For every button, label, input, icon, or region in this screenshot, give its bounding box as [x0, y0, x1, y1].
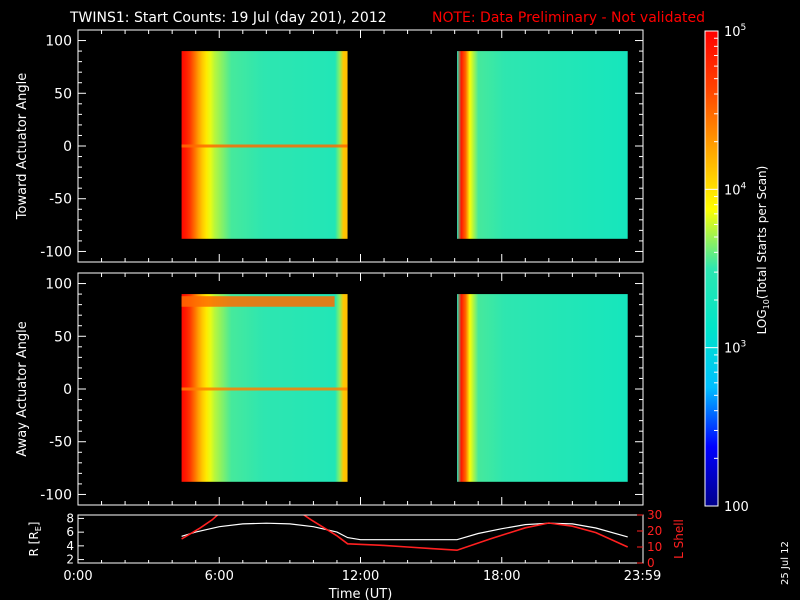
l-shell-line	[181, 515, 629, 552]
y-axis-label: Away Actuator Angle	[15, 321, 30, 456]
y-tick-label: 50	[54, 86, 72, 102]
r-axis-label: R [RE]	[27, 522, 43, 557]
side-date-label: 25 Jul 12	[780, 541, 791, 585]
y-tick-label: -100	[40, 487, 72, 503]
toward-actuator-panel: -100 -50 0 50 100 Toward Actuator Angle	[15, 29, 644, 263]
y-tick-label: 100	[45, 277, 72, 293]
line-series-group	[181, 515, 629, 552]
y-tick-label: -50	[49, 192, 72, 208]
heatmap-feature	[181, 296, 335, 307]
x-tick-label: 0:00	[63, 569, 92, 584]
y2-tick-label: 0	[647, 556, 655, 570]
y-tick-label: 8	[66, 511, 74, 525]
y-tick-label: 2	[66, 553, 74, 567]
y-tick-label: 0	[63, 139, 72, 155]
y2-tick-label: 20	[647, 524, 662, 538]
y-tick-label: 100	[45, 34, 72, 50]
x-tick-label: 12:00	[342, 569, 379, 584]
colorbar-tick-label: 100	[724, 500, 749, 515]
y-tick-label: -100	[40, 244, 72, 260]
heatmap-segment	[457, 294, 628, 482]
y-tick-label: -50	[49, 435, 72, 451]
y-tick-label: 4	[66, 539, 74, 553]
x-tick-label: 23:59	[624, 569, 661, 584]
away-actuator-panel: -100 -50 0 50 100 Away Actuator Angle	[15, 272, 644, 506]
preliminary-note: NOTE: Data Preliminary - Not validated	[432, 10, 705, 26]
y-tick-label: 6	[66, 525, 74, 539]
y-tick-label: 50	[54, 329, 72, 345]
colorbar-label: LOG10(Total Starts per Scan)	[755, 166, 771, 335]
y-tick-label: 0	[63, 382, 72, 398]
heatmap-feature	[181, 144, 348, 148]
x-tick-label: 18:00	[483, 569, 520, 584]
y2-tick-label: 10	[647, 540, 662, 554]
x-tick-label: 6:00	[205, 569, 234, 584]
heatmap-segment	[457, 51, 628, 239]
x-axis-label: Time (UT)	[328, 587, 393, 600]
r-distance-line	[181, 522, 628, 541]
l-shell-axis-label: L Shell	[672, 519, 686, 559]
figure-title: TWINS1: Start Counts: 19 Jul (day 201), …	[69, 10, 387, 26]
y2-tick-label: 30	[647, 508, 662, 522]
colorbar-gradient	[705, 31, 718, 506]
y-axis-label: Toward Actuator Angle	[15, 73, 30, 220]
heatmap-feature	[181, 387, 348, 391]
